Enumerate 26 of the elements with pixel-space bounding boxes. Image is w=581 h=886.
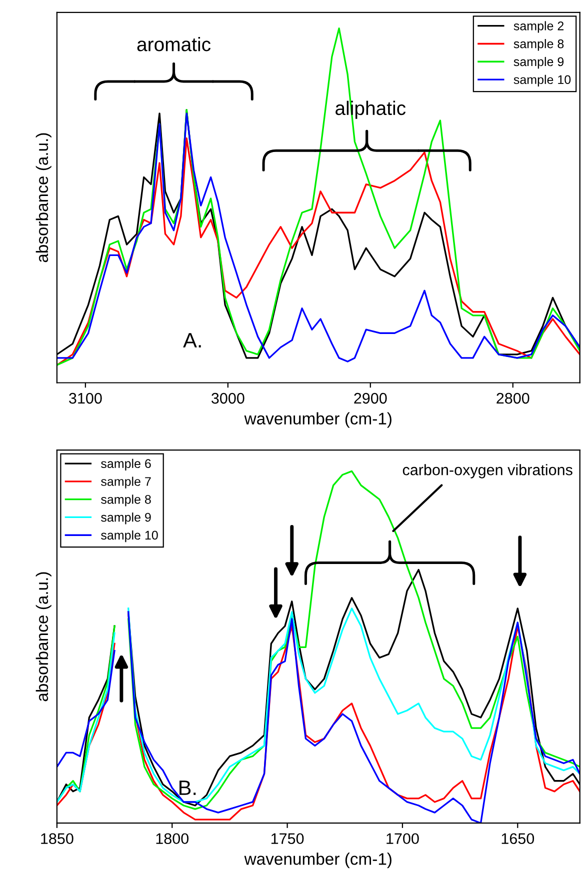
- legend-label: sample 10: [101, 530, 158, 542]
- legend-label: sample 10: [514, 74, 571, 87]
- x-tick-label: 3100: [69, 392, 102, 404]
- x-axis-title: wavenumber (cm-1): [244, 852, 392, 868]
- annotation: A.: [183, 333, 201, 348]
- x-tick-label: 1650: [502, 833, 534, 844]
- y-axis-title: absorbance (a.u.): [36, 133, 52, 262]
- legend-label: sample 2: [514, 21, 564, 33]
- legend-label: sample 7: [101, 476, 151, 488]
- x-tick-label: 2900: [354, 392, 387, 404]
- x-tick-label: 1850: [41, 833, 74, 844]
- x-tick-label: 1750: [271, 833, 304, 844]
- legend-label: sample 6: [101, 458, 151, 470]
- x-tick-label: 1700: [386, 833, 419, 844]
- y-axis-title: absorbance (a.u.): [36, 572, 52, 702]
- x-tick-label: 1800: [156, 833, 189, 844]
- legend-label: sample 9: [514, 56, 564, 69]
- legend-label: sample 8: [101, 494, 151, 506]
- annotation: carbon-oxygen vibrations: [402, 464, 572, 478]
- legend-label: sample 9: [101, 512, 151, 524]
- annotation: aromatic: [137, 37, 211, 52]
- x-tick-label: 2800: [496, 392, 530, 404]
- x-axis-title: wavenumber (cm-1): [244, 412, 392, 428]
- x-tick-label: 3000: [212, 392, 244, 404]
- legend-label: sample 8: [514, 39, 564, 51]
- annotation: B.: [180, 780, 196, 795]
